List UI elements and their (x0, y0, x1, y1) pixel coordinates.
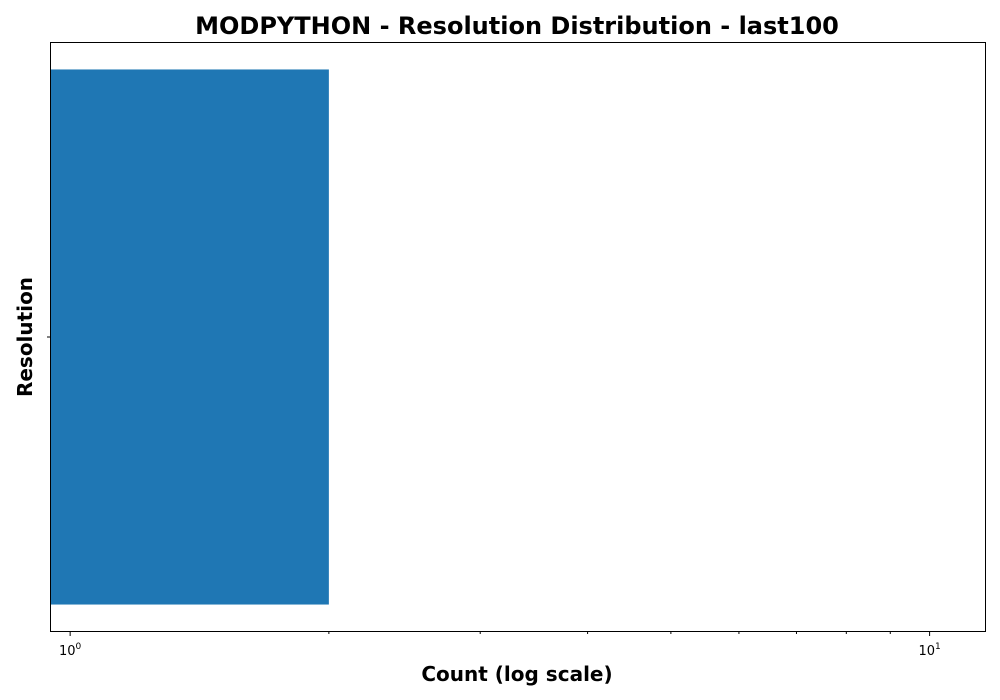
plot-area: 100 101 (47, 69, 941, 659)
x-tick-label: 100 (59, 642, 82, 659)
y-axis-label: Resolution (13, 277, 37, 397)
plot-frame (50, 42, 986, 632)
chart-title: MODPYTHON - Resolution Distribution - la… (195, 12, 839, 40)
x-axis-label: Count (log scale) (421, 662, 612, 686)
x-tick-label: 101 (918, 642, 940, 659)
bar (51, 69, 329, 605)
